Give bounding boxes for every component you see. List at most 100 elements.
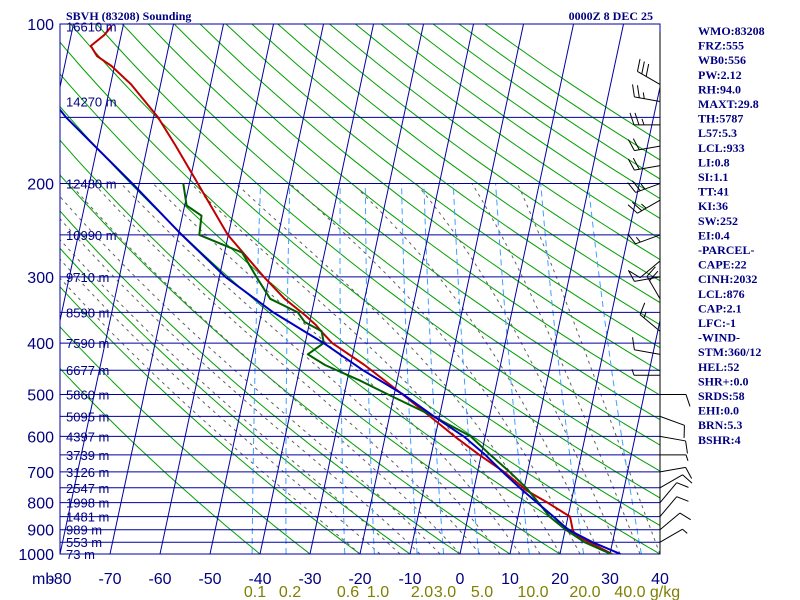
- wind-barb-shaft: [637, 70, 661, 85]
- isotherms: [0, 24, 660, 554]
- wind-barb-shaft: [659, 474, 683, 489]
- index-value: PW:2.12: [698, 68, 742, 82]
- mixing-ratio-label: 3.0: [434, 584, 456, 600]
- mixing-ratio-label: 2.0: [411, 584, 433, 600]
- index-value: TT:41: [698, 185, 729, 199]
- isotherm-line: [159, 24, 275, 554]
- height-label: 1998 m: [66, 496, 109, 511]
- sounding-time: 0000Z 8 DEC 25: [569, 9, 653, 23]
- pressure-label: 200: [27, 177, 54, 194]
- temperature-tick-label: -10: [398, 571, 421, 588]
- wind-barb-flag: [632, 84, 635, 98]
- height-label: 2547 m: [66, 481, 109, 496]
- indices-panel: WMO:83208FRZ:555WB0:556PW:2.12RH:94.0MAX…: [698, 24, 765, 447]
- wind-barb-flag: [632, 157, 640, 170]
- mixing-ratio-label: 0.1: [244, 584, 266, 600]
- index-value: STM:360/12: [698, 345, 761, 359]
- isotherm-line: [309, 24, 425, 554]
- moist-adiabat-line: [69, 183, 461, 554]
- background-lines: [60, 24, 660, 554]
- wind-barb: [627, 233, 661, 245]
- index-value: LCL:933: [698, 141, 745, 155]
- temperature-tick-label: -30: [298, 571, 321, 588]
- wind-barb-shaft: [659, 415, 685, 426]
- wind-barb-flag: [629, 270, 641, 279]
- pressure-label: 900: [27, 523, 54, 540]
- wind-barb-shaft: [639, 260, 661, 279]
- index-value: -PARCEL-: [698, 243, 754, 257]
- station-title: SBVH (83208) Sounding: [66, 9, 191, 23]
- wind-barb-half-flag: [641, 203, 647, 209]
- wind-barb-shaft: [634, 276, 661, 282]
- moist-adiabat-line: [93, 183, 481, 554]
- wind-barb-flag: [632, 337, 635, 350]
- mixing-ratio-line: [339, 183, 346, 554]
- height-label: 7590 m: [66, 336, 109, 351]
- isotherm-line: [359, 24, 475, 554]
- moist-adiabat-line: [190, 183, 541, 554]
- wind-barbs: [627, 32, 693, 554]
- moist-adiabat-line: [152, 183, 521, 554]
- wind-barb: [627, 157, 661, 171]
- isotherm-line: [509, 24, 625, 554]
- height-label: 989 m: [66, 523, 102, 538]
- height-label: 73 m: [66, 547, 95, 562]
- wind-barb-flag: [646, 266, 656, 277]
- wind-barb-shaft: [659, 528, 683, 543]
- index-value: FRZ:555: [698, 39, 744, 53]
- height-label: 1481 m: [66, 510, 109, 525]
- wind-barb-flag: [685, 394, 691, 407]
- height-label: 5860 m: [66, 387, 109, 402]
- mixing-ratio-line: [540, 183, 585, 554]
- index-value: RH:94.0: [698, 82, 741, 96]
- wind-barb: [627, 270, 661, 282]
- wind-barb: [659, 415, 685, 438]
- pressure-label: 700: [27, 465, 54, 482]
- height-label: 3126 m: [66, 465, 109, 480]
- parcel-profile-line: [60, 108, 621, 554]
- moist-adiabat-line: [415, 183, 621, 554]
- temperature-tick-label: -40: [248, 571, 271, 588]
- wind-barb-flag: [685, 467, 693, 479]
- temperature-tick-label: 40: [651, 571, 669, 588]
- isotherm-line: [609, 318, 660, 554]
- wind-barb-half-flag: [682, 528, 688, 534]
- height-label: 16610 m: [66, 19, 117, 34]
- wind-barb: [636, 58, 661, 85]
- isotherm-line: [0, 24, 24, 554]
- wind-barb-shaft: [635, 183, 661, 193]
- isotherm-line: [459, 24, 575, 554]
- height-label: 14270 m: [66, 94, 117, 109]
- index-value: LFC:-1: [698, 316, 736, 330]
- isotherm-line: [109, 24, 225, 554]
- dry-adiabat-line: [96, 24, 660, 472]
- temperature-tick-label: -60: [148, 571, 171, 588]
- wind-barb-half-flag: [640, 183, 646, 190]
- wind-barb-flag: [649, 270, 659, 281]
- moist-adiabat-line: [60, 277, 361, 554]
- wind-barb-flag: [645, 63, 650, 77]
- wind-barb: [659, 512, 691, 531]
- mixing-ratio-label: 20.0: [569, 584, 600, 600]
- temperature-tick-label: 20: [551, 571, 569, 588]
- isotherm-line: [60, 24, 125, 323]
- wind-barb-half-flag: [685, 454, 689, 462]
- pressure-label: 600: [27, 429, 54, 446]
- height-label: 3739 m: [66, 448, 109, 463]
- dewpoint-profile-line: [182, 183, 612, 554]
- wind-barb-flag: [685, 440, 688, 454]
- wind-barb: [659, 528, 688, 543]
- height-label: 4397 m: [66, 429, 109, 444]
- wind-barb-flag: [629, 112, 635, 126]
- wind-barb-shaft: [659, 512, 681, 531]
- moist-adiabat-line: [517, 183, 660, 554]
- wind-barb: [632, 337, 661, 355]
- wind-barb: [629, 112, 660, 126]
- index-value: TH:5787: [698, 112, 743, 126]
- wind-barb-half-flag: [635, 236, 641, 243]
- index-value: SRDS:58: [698, 389, 745, 403]
- index-value: LCL:876: [698, 287, 745, 301]
- wind-barb-shaft: [634, 96, 661, 102]
- temperature-profile-line: [89, 25, 613, 554]
- temperature-tick-label: 0: [456, 571, 465, 588]
